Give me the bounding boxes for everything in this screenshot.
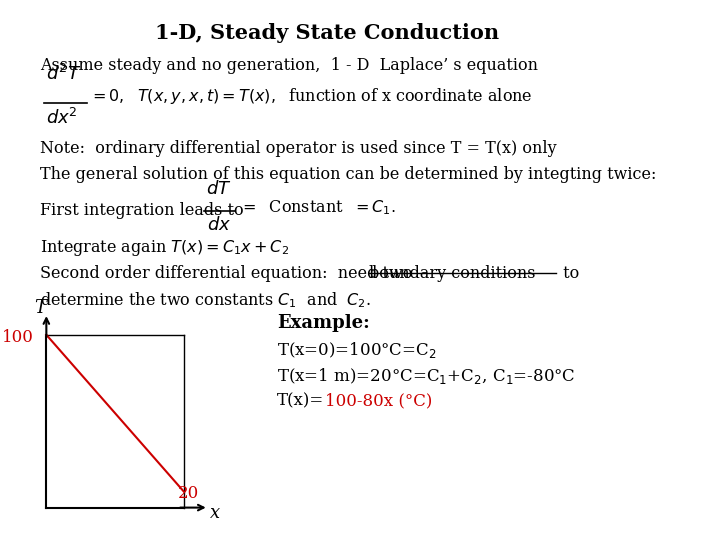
Text: $dx$: $dx$ — [207, 216, 232, 234]
Text: T(x=0)=100°C=C$_2$: T(x=0)=100°C=C$_2$ — [277, 340, 437, 360]
Text: Integrate again $T(x) = C_1 x + C_2$: Integrate again $T(x) = C_1 x + C_2$ — [40, 238, 289, 258]
Text: determine the two constants $C_1$  and  $C_2$.: determine the two constants $C_1$ and $C… — [40, 291, 372, 310]
Text: $dx^2$: $dx^2$ — [46, 108, 78, 128]
Text: Note:  ordinary differential operator is used since T = T(x) only: Note: ordinary differential operator is … — [40, 140, 557, 157]
Text: to: to — [558, 265, 580, 281]
Text: $= 0,$  $T(x, y, x, t) = T(x),$  function of x coordinate alone: $= 0,$ $T(x, y, x, t) = T(x),$ function … — [89, 86, 532, 106]
Text: T(x=1 m)=20°C=C$_1$+C$_2$, C$_1$=-80°C: T(x=1 m)=20°C=C$_1$+C$_2$, C$_1$=-80°C — [277, 366, 576, 386]
Text: boundary conditions: boundary conditions — [369, 265, 536, 281]
Text: Assume steady and no generation,  1 - D  Laplace’ s equation: Assume steady and no generation, 1 - D L… — [40, 57, 538, 73]
Text: 1-D, Steady State Conduction: 1-D, Steady State Conduction — [155, 23, 499, 43]
Text: 100-80x (°C): 100-80x (°C) — [325, 392, 433, 409]
Text: $d^2T$: $d^2T$ — [46, 64, 82, 84]
Text: 100: 100 — [2, 329, 34, 346]
Text: Second order differential equation:  need two: Second order differential equation: need… — [40, 265, 418, 281]
Text: T(x)=: T(x)= — [277, 392, 325, 409]
Text: First integration leads to: First integration leads to — [40, 202, 244, 219]
Text: $dT$: $dT$ — [205, 180, 231, 198]
Text: x: x — [210, 504, 220, 522]
Text: T: T — [34, 299, 46, 317]
Text: 20: 20 — [177, 485, 199, 502]
Text: $=$  Constant  $= C_1.$: $=$ Constant $= C_1.$ — [238, 199, 395, 217]
Text: The general solution of this equation can be determined by integting twice:: The general solution of this equation ca… — [40, 166, 657, 183]
Text: Example:: Example: — [277, 314, 370, 332]
